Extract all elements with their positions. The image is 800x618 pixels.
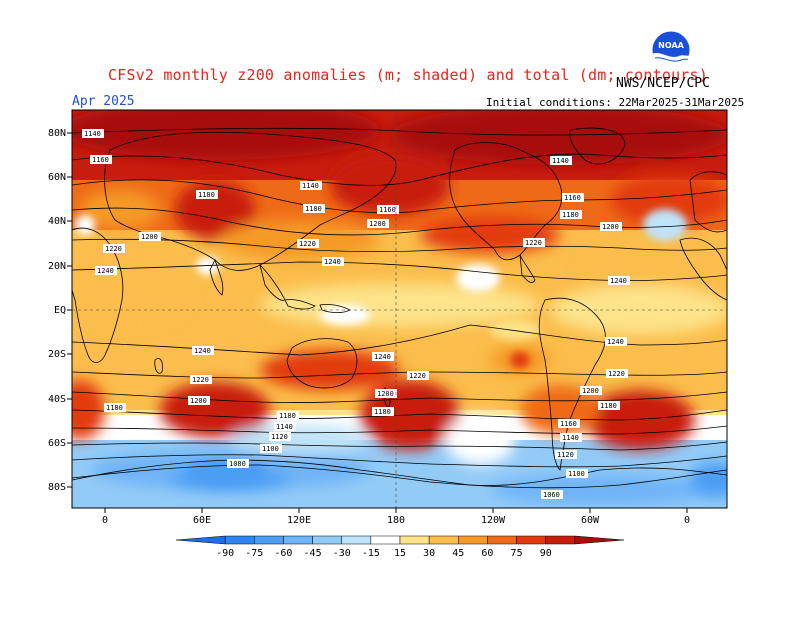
- colorbar-label: -90: [216, 548, 234, 559]
- svg-text:1120: 1120: [271, 433, 288, 441]
- svg-text:1200: 1200: [141, 233, 158, 241]
- svg-text:1160: 1160: [564, 194, 581, 202]
- colorbar-swatch: [399, 535, 430, 545]
- colorbar-swatch: [283, 535, 313, 545]
- svg-text:1180: 1180: [198, 191, 215, 199]
- lon-label: 0: [684, 515, 690, 526]
- lon-label: 60E: [193, 515, 211, 526]
- svg-text:1120: 1120: [557, 451, 574, 459]
- lat-label: 60N: [48, 172, 66, 183]
- svg-text:1240: 1240: [374, 353, 391, 361]
- lon-label: 180: [387, 515, 405, 526]
- svg-text:1220: 1220: [105, 245, 122, 253]
- colorbar-swatch: [341, 535, 372, 545]
- colorbar-swatch: [312, 535, 342, 545]
- colorbar-swatch: [370, 535, 401, 545]
- noaa-logo: NOAA: [651, 30, 691, 74]
- svg-text:1200: 1200: [602, 223, 619, 231]
- svg-text:1220: 1220: [192, 376, 209, 384]
- svg-text:1160: 1160: [92, 156, 109, 164]
- svg-text:1060: 1060: [543, 491, 560, 499]
- lon-label: 120E: [287, 515, 311, 526]
- colorbar-label: -60: [274, 548, 292, 559]
- svg-text:1180: 1180: [106, 404, 123, 412]
- colorbar-swatch: [487, 535, 517, 545]
- svg-text:1080: 1080: [229, 460, 246, 468]
- svg-text:1140: 1140: [562, 434, 579, 442]
- colorbar-label: -75: [245, 548, 263, 559]
- colorbar-swatch: [458, 535, 488, 545]
- shaded-anomalies: [72, 110, 727, 508]
- svg-text:1240: 1240: [194, 347, 211, 355]
- colorbar-swatch: [574, 535, 625, 545]
- colorbar-label: 15: [394, 548, 406, 559]
- colorbar-swatch: [254, 535, 284, 545]
- svg-text:1100: 1100: [262, 445, 279, 453]
- svg-text:1240: 1240: [610, 277, 627, 285]
- plot-frame: [71, 109, 728, 509]
- svg-text:1180: 1180: [279, 412, 296, 420]
- colorbar-label: 60: [481, 548, 493, 559]
- valid-month: Apr 2025: [72, 94, 135, 109]
- lat-label: 40S: [48, 394, 66, 405]
- svg-text:1220: 1220: [608, 370, 625, 378]
- svg-text:1240: 1240: [324, 258, 341, 266]
- lon-label: 0: [102, 515, 108, 526]
- colorbar-label: 45: [452, 548, 464, 559]
- tick-marks: [67, 132, 688, 513]
- svg-text:1160: 1160: [560, 420, 577, 428]
- colorbar-label: 75: [511, 548, 523, 559]
- svg-text:1200: 1200: [369, 220, 386, 228]
- coastlines: [72, 127, 727, 486]
- svg-text:1200: 1200: [377, 390, 394, 398]
- agency-label: NWS/NCEP/CPC: [616, 76, 710, 91]
- svg-text:1240: 1240: [97, 267, 114, 275]
- contour-labels: 1140 1160 1180 1140 1180 1160 1200 1140 …: [82, 129, 630, 499]
- colorbar-label: 30: [423, 548, 435, 559]
- lon-label: 120W: [481, 515, 506, 526]
- grid-lines: [72, 110, 727, 508]
- lat-label: EQ: [54, 305, 66, 316]
- svg-text:1160: 1160: [379, 206, 396, 214]
- svg-text:1140: 1140: [302, 182, 319, 190]
- lat-label: 80S: [48, 482, 66, 493]
- colorbar-swatch: [175, 535, 226, 545]
- svg-text:1140: 1140: [84, 130, 101, 138]
- longitude-labels: 0 60E 120E 180 120W 60W 0: [102, 515, 690, 526]
- svg-text:1100: 1100: [568, 470, 585, 478]
- svg-text:1180: 1180: [374, 408, 391, 416]
- svg-text:1180: 1180: [562, 211, 579, 219]
- colorbar-label: -45: [304, 548, 322, 559]
- svg-text:1140: 1140: [276, 423, 293, 431]
- lat-label: 80N: [48, 128, 66, 139]
- colorbar: -90 -75 -60 -45 -30 -15 15 30 45 60 75 90: [175, 535, 625, 559]
- svg-text:1180: 1180: [305, 205, 322, 213]
- colorbar-swatch: [224, 535, 255, 545]
- svg-text:1200: 1200: [582, 387, 599, 395]
- svg-text:1140: 1140: [552, 157, 569, 165]
- svg-text:1200: 1200: [190, 397, 207, 405]
- lon-label: 60W: [581, 515, 600, 526]
- lat-label: 40N: [48, 216, 66, 227]
- map-title: CFSv2 monthly z200 anomalies (m; shaded)…: [108, 66, 708, 84]
- colorbar-label: -15: [362, 548, 380, 559]
- colorbar-label: 90: [540, 548, 552, 559]
- lat-label: 20N: [48, 261, 66, 272]
- colorbar-swatch: [516, 535, 546, 545]
- lat-label: 60S: [48, 438, 66, 449]
- svg-text:NOAA: NOAA: [658, 41, 684, 50]
- lat-label: 20S: [48, 349, 66, 360]
- initial-conditions: Initial conditions: 22Mar2025-31Mar2025: [486, 96, 745, 109]
- svg-text:1220: 1220: [409, 372, 426, 380]
- svg-text:1180: 1180: [600, 402, 617, 410]
- colorbar-label: -30: [333, 548, 351, 559]
- svg-text:1220: 1220: [299, 240, 316, 248]
- svg-text:1220: 1220: [525, 239, 542, 247]
- latitude-labels: 80N 60N 40N 20N EQ 20S 40S 60S 80S: [48, 128, 66, 493]
- colorbar-swatch: [428, 535, 459, 545]
- colorbar-swatch: [545, 535, 576, 545]
- svg-text:1240: 1240: [607, 338, 624, 346]
